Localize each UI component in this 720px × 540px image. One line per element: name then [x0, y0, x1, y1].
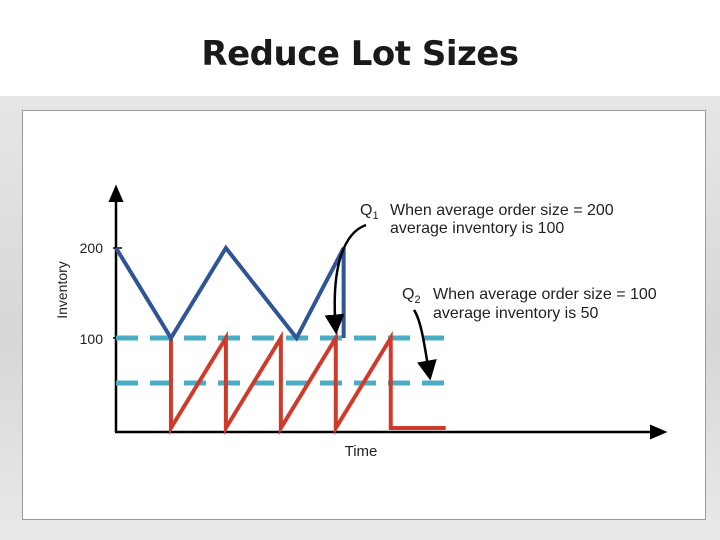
q2-symbol: Q	[402, 286, 414, 303]
slide-title: Reduce Lot Sizes	[201, 34, 519, 74]
q1-annotation: Q1 When average order size = 200 average…	[324, 202, 614, 335]
q2-annotation-line2: average inventory is 50	[433, 305, 599, 322]
series-q2-line	[168, 330, 446, 436]
q1-annotation-line2: average inventory is 100	[390, 220, 564, 237]
q2-subscript: 2	[414, 294, 420, 306]
series-q1-line	[114, 244, 346, 342]
q1-subscript: 1	[372, 210, 378, 222]
y-tick-label: 200	[80, 240, 104, 256]
svg-text:Q1: Q1	[360, 202, 379, 222]
chart-panel	[22, 110, 706, 520]
q2-annotation: Q2 When average order size = 100 average…	[402, 286, 657, 381]
svg-text:Q2: Q2	[402, 286, 421, 306]
y-tick-label: 100	[80, 331, 104, 347]
q2-annotation-line1: When average order size = 100	[433, 286, 657, 303]
q2-annotation-arrow	[412, 309, 437, 381]
q1-annotation-line1: When average order size = 200	[390, 202, 614, 219]
q1-symbol: Q	[360, 202, 372, 219]
y-axis-label: Inventory	[54, 261, 70, 319]
x-axis-label: Time	[345, 443, 378, 460]
q1-annotation-arrow	[324, 223, 367, 335]
